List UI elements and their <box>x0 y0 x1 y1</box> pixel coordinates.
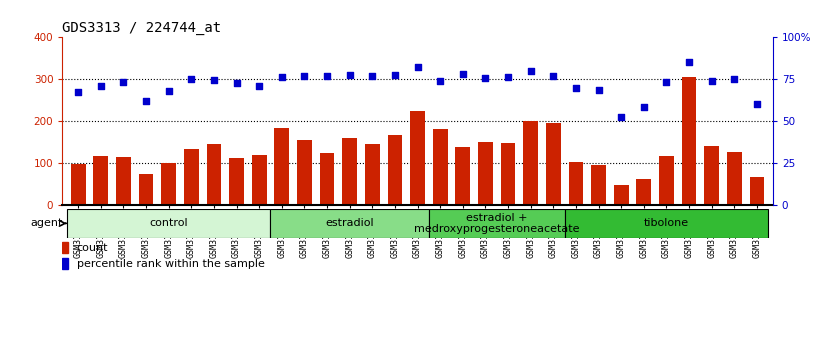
Bar <box>455 147 470 205</box>
Bar <box>568 162 583 205</box>
Point <box>343 72 356 78</box>
Point <box>592 87 605 92</box>
Bar <box>681 77 696 205</box>
Bar <box>501 143 515 205</box>
Point <box>297 73 311 79</box>
Point <box>501 74 514 80</box>
Point <box>547 73 560 79</box>
Point <box>253 83 266 89</box>
Bar <box>116 156 130 205</box>
FancyBboxPatch shape <box>271 209 429 238</box>
Bar <box>705 147 719 205</box>
Point <box>230 80 243 86</box>
Bar <box>161 163 176 205</box>
Bar <box>93 156 108 205</box>
Text: estradiol: estradiol <box>326 218 374 228</box>
Bar <box>387 135 402 205</box>
Point <box>456 72 470 77</box>
Text: tibolone: tibolone <box>644 218 689 228</box>
Point <box>728 76 741 82</box>
Text: estradiol +
medroxyprogesteroneacetate: estradiol + medroxyprogesteroneacetate <box>414 212 579 234</box>
Point <box>162 88 175 94</box>
Point <box>140 98 153 104</box>
Bar <box>411 111 425 205</box>
Bar <box>297 140 312 205</box>
Bar <box>274 127 289 205</box>
Point <box>388 72 401 78</box>
Bar <box>637 179 652 205</box>
Point <box>71 89 85 95</box>
Bar <box>546 122 561 205</box>
Point <box>637 104 651 110</box>
Bar <box>365 143 380 205</box>
Bar <box>433 129 448 205</box>
FancyBboxPatch shape <box>66 209 271 238</box>
FancyBboxPatch shape <box>429 209 564 238</box>
Point <box>366 73 379 79</box>
Bar <box>524 121 538 205</box>
Point <box>411 64 424 69</box>
Text: GDS3313 / 224744_at: GDS3313 / 224744_at <box>62 21 221 35</box>
Bar <box>139 174 154 205</box>
Bar <box>727 152 742 205</box>
Bar <box>591 165 606 205</box>
Bar <box>320 153 334 205</box>
Bar <box>71 164 86 205</box>
Point <box>750 101 764 107</box>
Text: count: count <box>76 242 108 253</box>
Point <box>207 77 220 82</box>
Bar <box>62 242 68 253</box>
Bar <box>229 158 244 205</box>
Bar <box>659 156 674 205</box>
Point <box>705 79 718 84</box>
Point <box>479 75 492 81</box>
Point <box>524 68 538 74</box>
Point <box>569 86 583 91</box>
Text: percentile rank within the sample: percentile rank within the sample <box>76 258 265 269</box>
Text: agent: agent <box>31 218 63 228</box>
Bar <box>750 177 765 205</box>
Bar <box>342 138 357 205</box>
FancyBboxPatch shape <box>564 209 769 238</box>
Bar <box>207 144 221 205</box>
Bar <box>252 155 267 205</box>
Point <box>660 79 673 85</box>
Point <box>117 79 130 85</box>
Bar <box>614 185 628 205</box>
Point <box>275 74 288 80</box>
Bar <box>62 258 68 269</box>
Point <box>682 59 696 65</box>
Bar <box>184 149 199 205</box>
Point <box>434 79 447 84</box>
Text: control: control <box>150 218 188 228</box>
Bar <box>478 142 493 205</box>
Point <box>321 73 334 79</box>
Point <box>94 84 107 89</box>
Point <box>615 114 628 120</box>
Point <box>184 76 198 82</box>
